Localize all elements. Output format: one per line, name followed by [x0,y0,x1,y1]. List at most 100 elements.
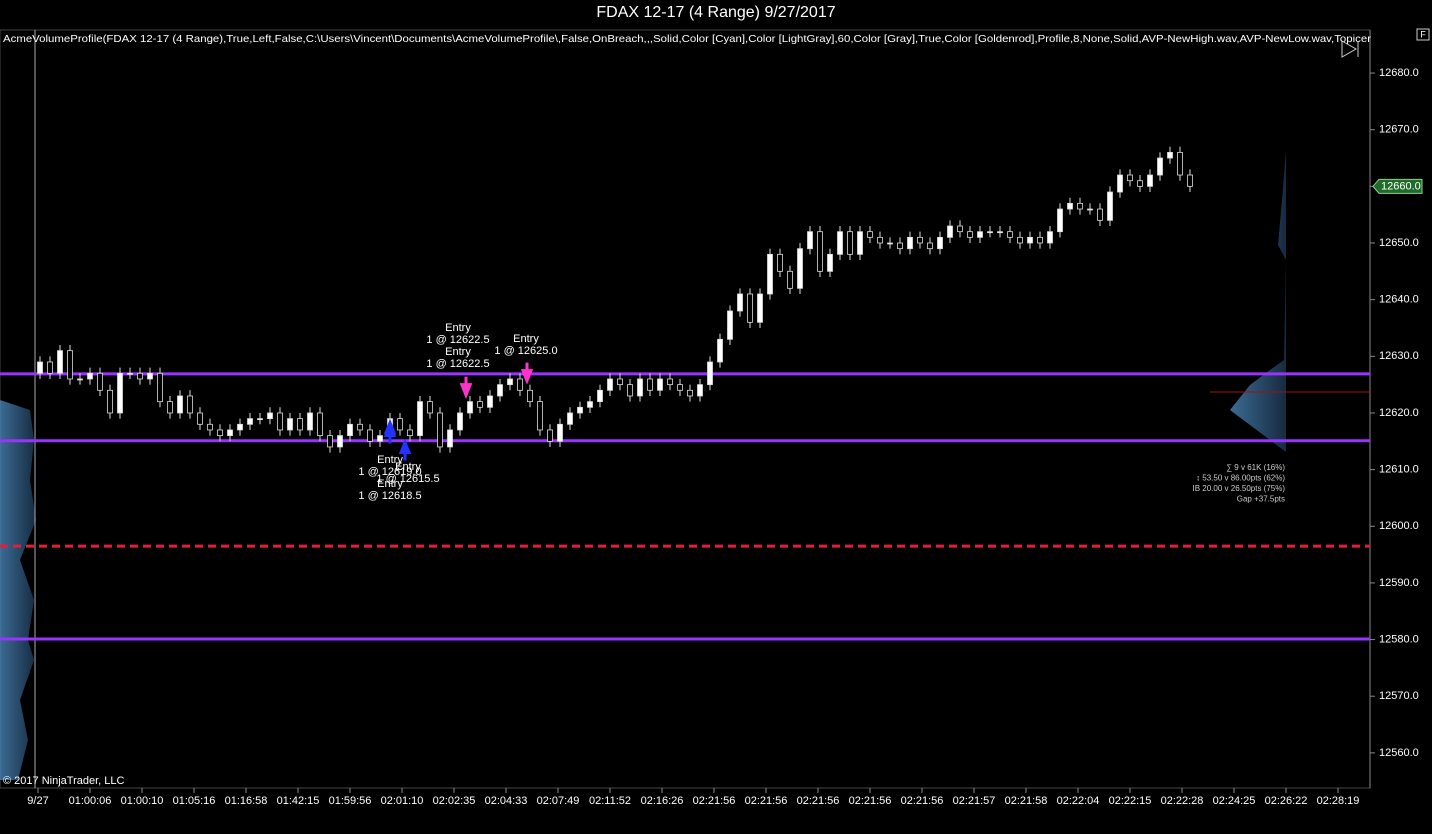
candle-body [1057,208,1063,233]
candle-body [887,242,893,245]
x-tick-label: 01:42:15 [277,795,320,807]
candle-body [1087,208,1093,211]
candle-body [1097,208,1103,221]
corner-box [1416,28,1430,41]
candle-body [607,378,613,391]
candle-body [1127,174,1133,182]
candle-body [487,395,493,408]
candle-body [637,378,643,397]
candle-body [1017,236,1023,244]
entry-text: 1 @ 12618.5 [358,490,421,502]
entry-arrow [383,421,397,444]
candle-body [97,372,103,391]
corner-label: F [1420,29,1426,39]
candle-body [997,231,1003,234]
entry-text: 1 @ 12619.0 [358,466,421,478]
candle-body [477,401,483,408]
x-tick-label: 02:24:25 [1213,795,1256,807]
x-tick-label: 02:07:49 [537,795,580,807]
candle-body [437,412,443,448]
candle-body [1187,174,1193,187]
candle-body [597,389,603,403]
candle-body [397,418,403,431]
entry-label: Entry [395,461,421,473]
candle-body [1067,202,1073,210]
candle-body [1037,236,1043,244]
candle-body [467,401,473,414]
x-tick-label: 02:26:22 [1265,795,1308,807]
candle-body [57,350,63,374]
candle-body [527,389,533,403]
candle-body [737,293,743,312]
y-tick-label: 12680.0 [1379,67,1419,79]
candle-body [577,406,583,414]
x-tick-label: 02:21:56 [797,795,840,807]
candle-body [967,231,973,238]
last-price-tag [1372,178,1423,194]
candle-body [167,401,173,414]
play-icon[interactable] [1341,40,1359,58]
candle-body [47,361,53,374]
candle-body [1007,231,1013,238]
entry-text: 1 @ 12622.5 [426,334,489,346]
candle-body [207,423,213,431]
candle-body [147,372,153,380]
x-tick-label: 02:21:56 [849,795,892,807]
y-tick-label: 12560.0 [1379,747,1419,759]
candle-body [267,412,273,420]
candle-body [1137,180,1143,187]
candle-body [407,429,413,437]
candle-body [1177,151,1183,176]
x-tick-label: 02:28:19 [1317,795,1360,807]
entry-text: 1 @ 12622.5 [426,358,489,370]
candle-body [517,378,523,391]
right-volume-profile [1230,150,1286,452]
candle-body [677,384,683,391]
x-tick-label: 02:21:56 [693,795,736,807]
candle-body [837,231,843,255]
y-tick-label: 12640.0 [1379,294,1419,306]
candle-body [777,253,783,272]
candle-body [727,310,733,340]
candle-body [707,361,713,386]
candle-body [1107,191,1113,221]
candle-body [217,429,223,437]
x-tick-label: 02:11:52 [589,795,631,807]
candle-body [787,270,793,289]
candle-body [867,231,873,238]
entry-text: 1 @ 12615.5 [376,473,439,485]
session-stat: IB 20.00 v 26.50pts (75%) [1193,484,1286,493]
x-tick-label: 02:04:33 [485,795,528,807]
candle-body [817,231,823,272]
candle-body [357,423,363,431]
candle-body [947,225,953,238]
x-tick-label: 02:21:57 [953,795,996,807]
candle-body [177,395,183,414]
candle-body [697,384,703,397]
x-tick-label: 02:22:28 [1161,795,1204,807]
entry-text: 1 @ 12625.0 [494,345,557,357]
y-tick-label: 12610.0 [1379,464,1419,476]
candle-body [497,384,503,397]
session-stat: ∑ 9 v 61K (16%) [1226,463,1285,472]
candle-body [137,372,143,380]
candle-body [747,293,753,323]
candle-body [347,423,353,437]
candle-body [977,231,983,238]
candle-body [1117,174,1123,193]
candle-body [367,429,373,442]
candle-body [197,412,203,425]
candle-body [987,231,993,234]
session-stat: ↕ 53.50 v 86.00pts (62%) [1196,474,1285,483]
candle-body [547,429,553,442]
y-tick-label: 12590.0 [1379,577,1419,589]
candle-body [127,372,133,375]
entry-label: Entry [445,322,471,334]
candle-body [917,236,923,244]
candle-body [327,435,333,448]
candle-body [67,350,73,380]
candle-body [447,429,453,448]
x-tick-label: 01:05:16 [173,795,216,807]
candle-body [307,412,313,431]
